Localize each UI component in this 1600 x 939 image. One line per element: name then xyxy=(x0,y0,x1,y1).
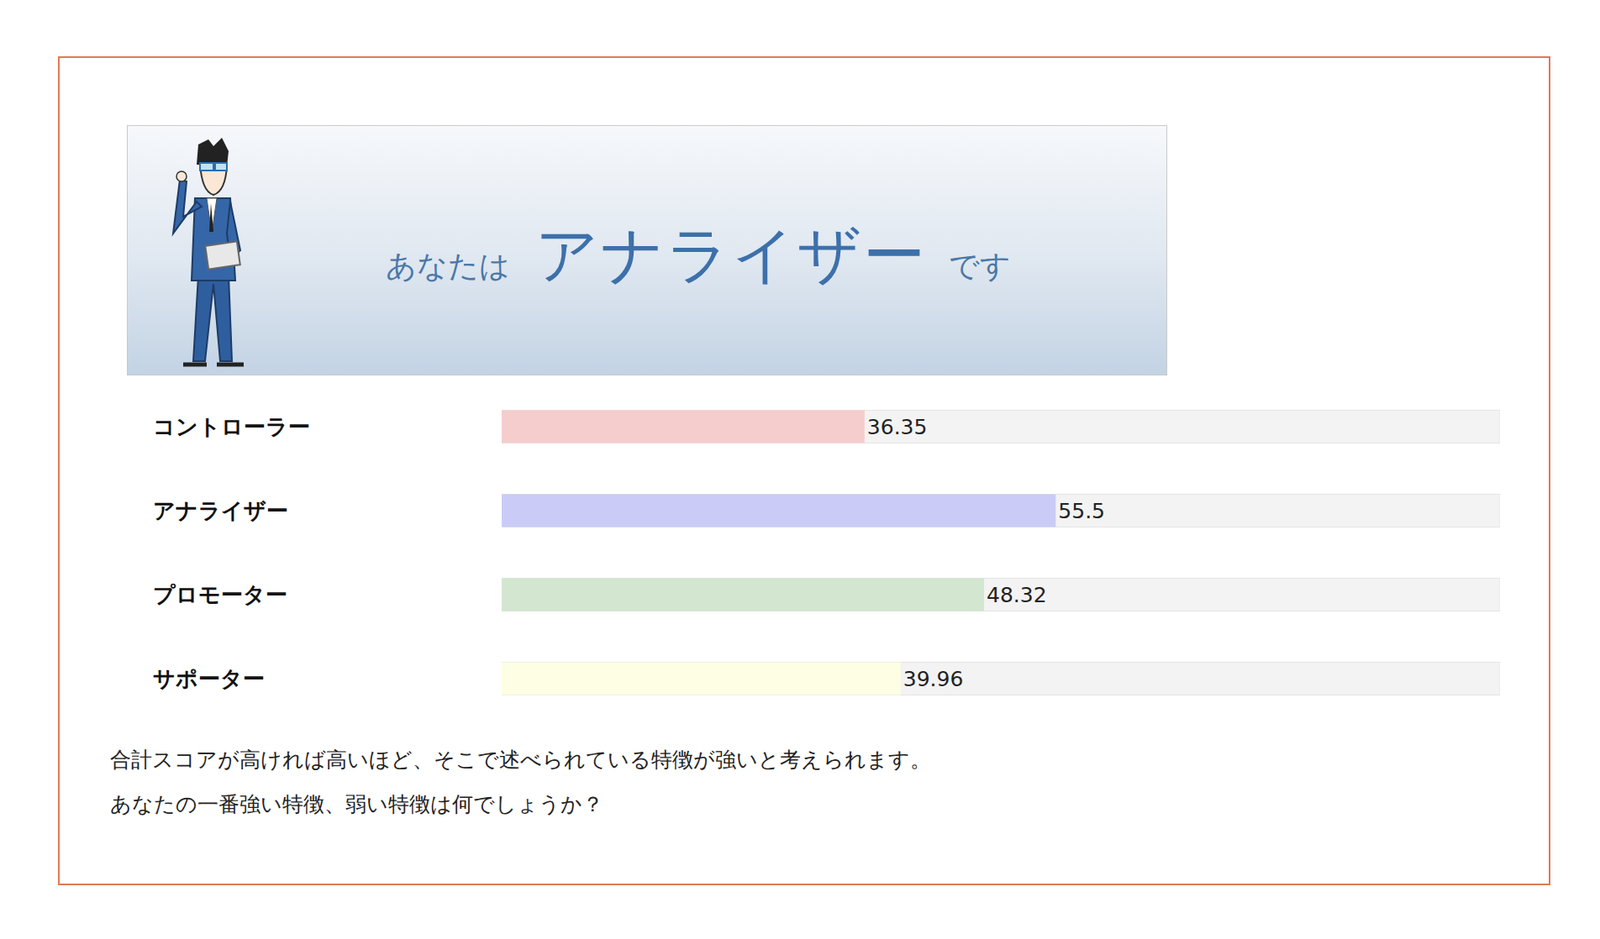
svg-text:コントローラー: コントローラー xyxy=(152,414,311,440)
svg-text:36.35: 36.35 xyxy=(867,415,928,440)
html-text:あなたは: あなたは xyxy=(385,248,511,284)
svg-text:アナライザー: アナライザー xyxy=(152,498,289,524)
html-text:アナライザー: アナライザー xyxy=(535,218,927,291)
svg-text:プロモーター: プロモーター xyxy=(152,582,288,608)
svg-text:39.96: 39.96 xyxy=(903,667,964,692)
svg-text:48.32: 48.32 xyxy=(986,583,1048,608)
html-text:です: です xyxy=(948,248,1011,284)
svg-text:サポーター: サポーター xyxy=(152,666,265,692)
html-text:あなたの一番強い特徴、弱い特徴は何でしょうか？: あなたの一番強い特徴、弱い特徴は何でしょうか？ xyxy=(110,792,604,817)
svg-text:55.5: 55.5 xyxy=(1057,499,1106,524)
html-text:合計スコアが高ければ高いほど、そこで述べられている特徴が強い: 合計スコアが高ければ高いほど、そこで述べられている特徴が強いと考えられます。 xyxy=(110,747,932,773)
